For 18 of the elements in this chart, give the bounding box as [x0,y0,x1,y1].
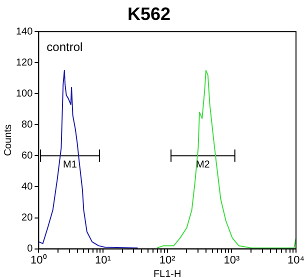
x-tick-label: 10² [159,254,176,266]
x-tick-label: 10³ [224,254,240,266]
y-tick-label: 0 [27,244,34,255]
y-tick-label: 100 [16,88,34,100]
x-tick-label: 10⁰ [30,253,47,266]
y-tick-label: 40 [22,181,34,192]
annotation: control [46,40,83,54]
x-axis-title: FL1-H [153,268,182,280]
y-tick-label: 80 [22,119,34,130]
y-tick-label: 60 [22,150,34,162]
x-tick-label: 10¹ [95,254,112,266]
x-tick-label: 10⁴ [288,254,305,266]
y-tick-label: 20 [22,212,34,224]
y-tick-label: 140 [16,26,34,38]
y-axis-title: Counts [2,124,14,156]
series-label: M1 [63,159,78,170]
chart-title: K562 [127,4,171,24]
y-tick-label: 120 [16,57,34,68]
